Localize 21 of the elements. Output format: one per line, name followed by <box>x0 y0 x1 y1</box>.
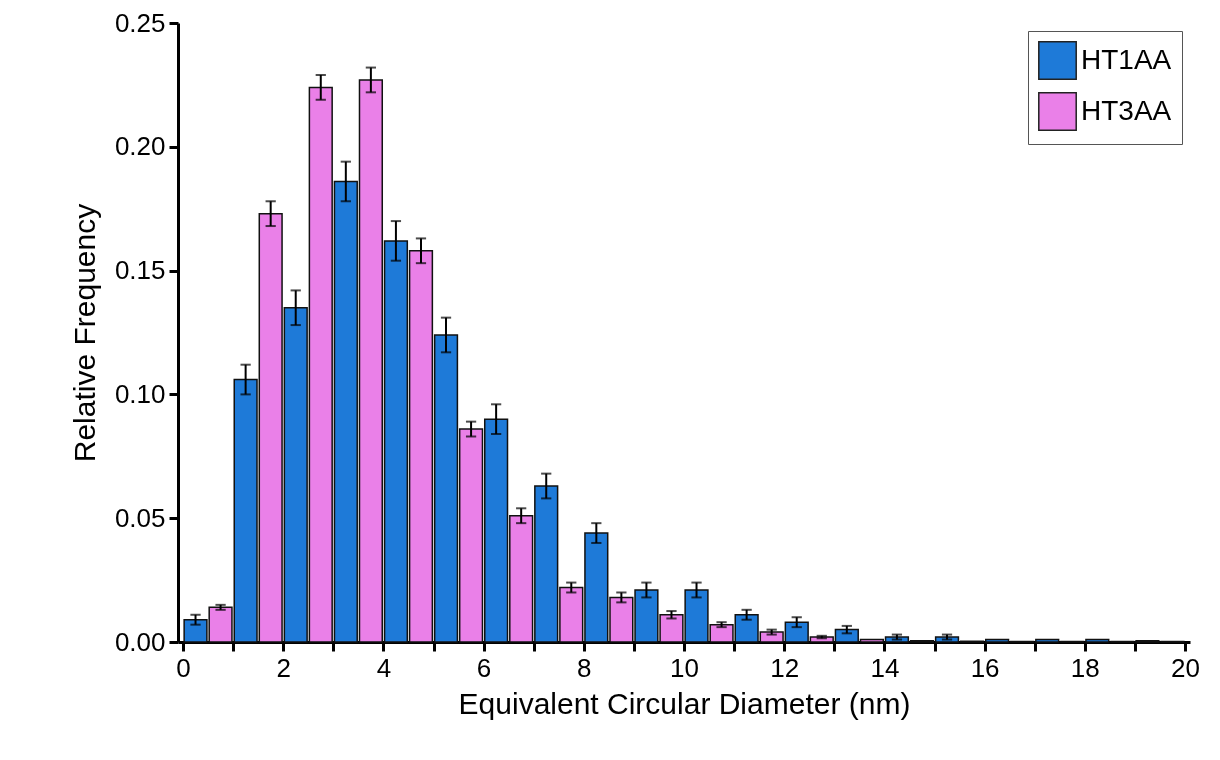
legend-label: HT3AA <box>1081 94 1172 126</box>
x-tick-label: 4 <box>376 652 392 683</box>
x-tick-label: 18 <box>1070 652 1100 683</box>
x-axis-title: Equivalent Circular Diameter (nm) <box>458 686 911 720</box>
x-tick-label: 10 <box>670 652 699 683</box>
y-tick-label: 0.10 <box>114 378 166 409</box>
y-tick-label: 0.20 <box>114 131 166 162</box>
x-tick-label: 16 <box>970 652 1000 683</box>
y-tick-label: 0.05 <box>114 502 166 533</box>
x-tick-label: 8 <box>577 652 592 683</box>
y-axis-title: Relative Frequency <box>67 203 101 463</box>
x-tick-label: 20 <box>1171 652 1200 683</box>
x-tick-label: 6 <box>476 652 492 683</box>
x-tick-label: 2 <box>276 652 291 683</box>
legend-label: HT1AA <box>1081 43 1172 75</box>
y-tick-label: 0.00 <box>114 626 166 657</box>
x-tick-label: 14 <box>870 652 900 683</box>
x-tick-label: 12 <box>770 652 800 683</box>
x-tick-label: 0 <box>176 652 191 683</box>
y-tick-label: 0.25 <box>114 7 166 38</box>
y-tick-label: 0.15 <box>114 255 166 286</box>
